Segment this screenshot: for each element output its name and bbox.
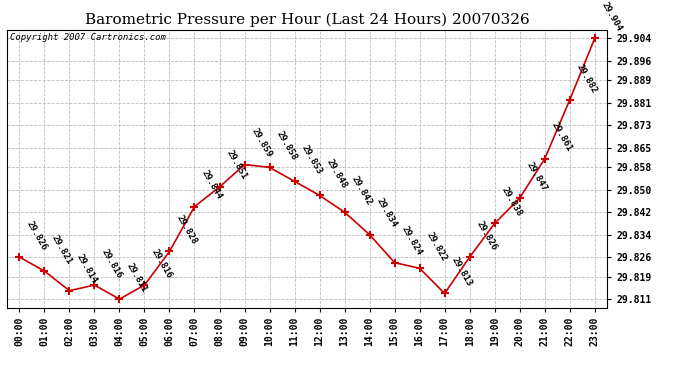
Text: 29.838: 29.838: [500, 185, 524, 218]
Text: 29.904: 29.904: [600, 0, 624, 33]
Text: 29.882: 29.882: [575, 62, 599, 94]
Text: 29.851: 29.851: [225, 149, 249, 182]
Text: 29.858: 29.858: [275, 129, 299, 162]
Text: 29.848: 29.848: [325, 158, 349, 190]
Text: 29.847: 29.847: [525, 160, 549, 193]
Text: 29.816: 29.816: [100, 247, 124, 279]
Text: 29.816: 29.816: [150, 247, 174, 279]
Title: Barometric Pressure per Hour (Last 24 Hours) 20070326: Barometric Pressure per Hour (Last 24 Ho…: [85, 13, 529, 27]
Text: 29.814: 29.814: [75, 253, 99, 285]
Text: 29.811: 29.811: [125, 261, 149, 294]
Text: 29.842: 29.842: [350, 174, 374, 207]
Text: 29.834: 29.834: [375, 196, 399, 229]
Text: 29.828: 29.828: [175, 213, 199, 246]
Text: 29.826: 29.826: [25, 219, 49, 252]
Text: Copyright 2007 Cartronics.com: Copyright 2007 Cartronics.com: [10, 33, 166, 42]
Text: 29.821: 29.821: [50, 233, 74, 266]
Text: 29.844: 29.844: [200, 169, 224, 201]
Text: 29.861: 29.861: [550, 121, 574, 153]
Text: 29.859: 29.859: [250, 126, 274, 159]
Text: 29.824: 29.824: [400, 225, 424, 257]
Text: 29.813: 29.813: [450, 255, 474, 288]
Text: 29.826: 29.826: [475, 219, 499, 252]
Text: 29.853: 29.853: [300, 143, 324, 176]
Text: 29.822: 29.822: [425, 230, 449, 263]
